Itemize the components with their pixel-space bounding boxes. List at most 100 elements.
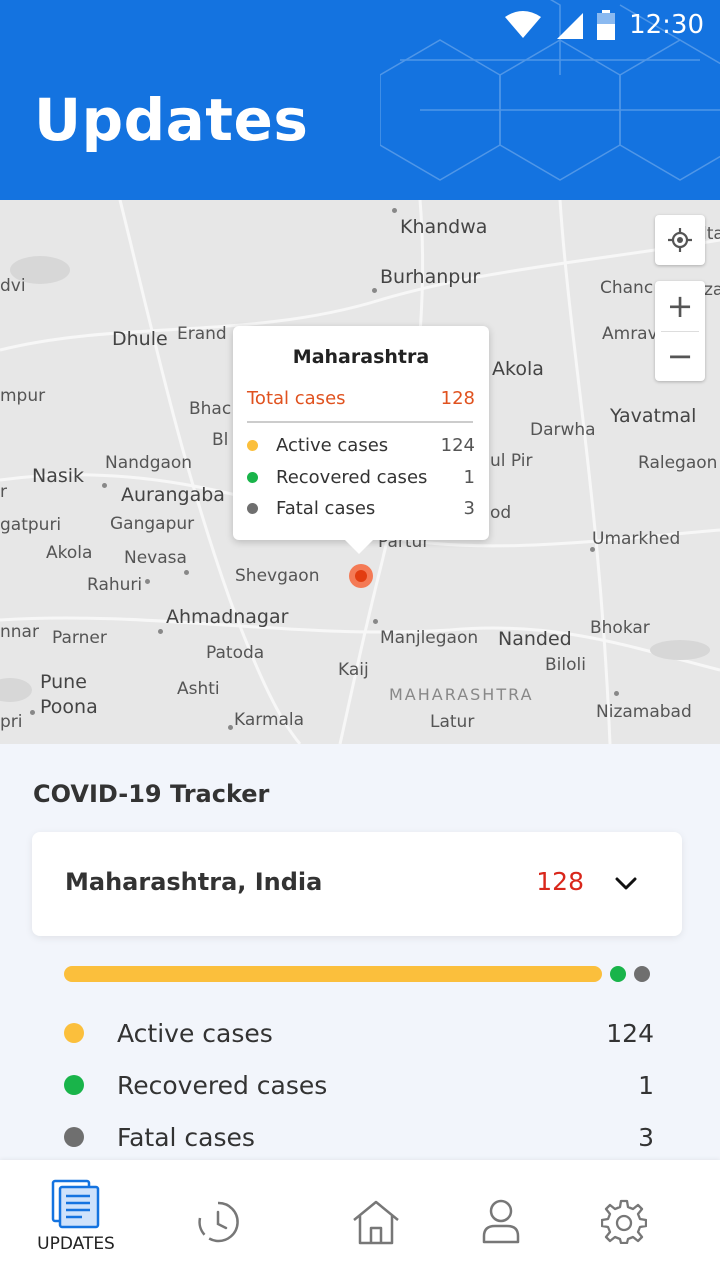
map-state-label: MAHARASHTRA: [389, 685, 534, 704]
battery-icon: [597, 10, 616, 40]
tooltip-total-row: Total cases 128: [247, 388, 475, 409]
app-header: 12:30 Updates: [0, 0, 720, 200]
map-place: dvi: [0, 276, 26, 296]
map-dot: [30, 710, 35, 715]
tooltip-row-recovered: Recovered cases 1: [247, 467, 475, 488]
map-place: Biloli: [545, 655, 586, 675]
legend-label: Fatal cases: [117, 1122, 255, 1152]
map-place: Akola: [492, 358, 544, 380]
map-dot: [228, 725, 233, 730]
map-place: Ralegaon: [638, 453, 718, 473]
history-icon: [198, 1201, 239, 1243]
nav-history[interactable]: [146, 1160, 290, 1280]
map-marker-icon[interactable]: [349, 564, 373, 588]
profile-icon: [482, 1199, 520, 1244]
nav-profile[interactable]: [429, 1160, 573, 1280]
map-place: Bhac: [189, 399, 232, 419]
fatal-cases-bar: [634, 966, 650, 982]
map-place: Darwha: [530, 420, 596, 440]
map-place: pri: [0, 712, 23, 732]
tooltip-divider: [247, 421, 473, 423]
status-time: 12:30: [629, 10, 704, 40]
chevron-down-icon[interactable]: [614, 872, 638, 896]
map-roads: [0, 200, 720, 744]
map-place: Yavatmal: [610, 405, 697, 427]
legend-row-recovered: Recovered cases 1: [64, 1067, 654, 1103]
map-place: nnar: [0, 622, 39, 642]
map-dot: [184, 570, 189, 575]
map-place: Burhanpur: [380, 266, 481, 288]
map-place: Karmala: [234, 710, 305, 730]
nav-updates-label: UPDATES: [37, 1234, 115, 1254]
map-dot: [102, 483, 107, 488]
tooltip-row-value: 124: [440, 435, 475, 456]
map-place: Nevasa: [124, 548, 187, 568]
crosshair-icon: [668, 228, 692, 252]
map-place: Ashti: [177, 679, 220, 699]
fatal-bullet-icon: [247, 503, 258, 514]
zoom-divider: [661, 331, 699, 332]
tooltip-row-label: Fatal cases: [276, 498, 376, 519]
home-icon: [353, 1200, 399, 1245]
map-place: Bhokar: [590, 618, 650, 638]
map-place: Nasik: [32, 465, 85, 487]
map-place: Chanc: [600, 278, 654, 298]
map-place: Nizamabad: [596, 702, 692, 722]
map-place: Aurangaba: [121, 484, 225, 506]
page-title: Updates: [34, 86, 309, 154]
tracker-title: COVID-19 Tracker: [33, 780, 270, 808]
recovered-bullet-icon: [64, 1075, 84, 1095]
updates-icon: [51, 1179, 100, 1229]
wifi-icon: [505, 11, 542, 38]
legend-value: 1: [638, 1070, 654, 1100]
signal-icon: [557, 13, 584, 39]
map-place: od: [490, 503, 512, 523]
map-place: Nandgaon: [105, 453, 193, 473]
tooltip-row-label: Active cases: [276, 435, 389, 456]
map-place: ul Pir: [490, 451, 533, 471]
legend-row-fatal: Fatal cases 3: [64, 1119, 654, 1155]
active-bullet-icon: [64, 1023, 84, 1043]
map-dot: [614, 691, 619, 696]
map-place: Nanded: [498, 628, 572, 650]
nav-settings[interactable]: [552, 1160, 696, 1280]
nav-home[interactable]: [304, 1160, 448, 1280]
zoom-controls: + −: [655, 281, 705, 381]
tooltip-row-value: 3: [463, 498, 475, 519]
recovered-cases-bar: [610, 966, 626, 982]
legend-value: 3: [638, 1122, 654, 1152]
map-place: Patoda: [206, 643, 265, 663]
map-dot: [392, 208, 397, 213]
legend-value: 124: [606, 1018, 654, 1048]
map-place: mpur: [0, 386, 46, 406]
nav-updates[interactable]: UPDATES: [4, 1160, 148, 1280]
zoom-out-button[interactable]: −: [666, 337, 694, 375]
tooltip-row-label: Recovered cases: [276, 467, 428, 488]
map-place: Dhule: [112, 328, 168, 350]
map-place: Kaij: [338, 660, 369, 680]
locate-me-button[interactable]: [655, 215, 705, 265]
map-place: Erand: [177, 324, 227, 344]
map-place: gatpuri: [0, 515, 62, 535]
map-place: Akola: [46, 543, 93, 563]
map-dot: [145, 579, 150, 584]
map-place: Shevgaon: [235, 566, 320, 586]
region-selector[interactable]: Maharashtra, India 128: [32, 832, 682, 936]
fatal-bullet-icon: [64, 1127, 84, 1147]
status-bar: 12:30: [505, 8, 704, 42]
zoom-in-button[interactable]: +: [666, 287, 694, 325]
legend-row-active: Active cases 124: [64, 1015, 654, 1051]
recovered-bullet-icon: [247, 472, 258, 483]
map-place: Khandwa: [400, 216, 488, 238]
map-tooltip: Maharashtra Total cases 128 Active cases…: [233, 326, 489, 540]
map-place: Bl: [212, 430, 229, 450]
settings-icon: [601, 1199, 647, 1244]
map-dot: [590, 547, 595, 552]
tooltip-row-active: Active cases 124: [247, 435, 475, 456]
map-place: Pune: [40, 671, 87, 693]
map-place: Manjlegaon: [380, 628, 479, 648]
tooltip-title: Maharashtra: [292, 346, 430, 368]
active-cases-bar: [64, 966, 602, 982]
map-dot: [158, 629, 163, 634]
map-place: Latur: [430, 712, 475, 732]
